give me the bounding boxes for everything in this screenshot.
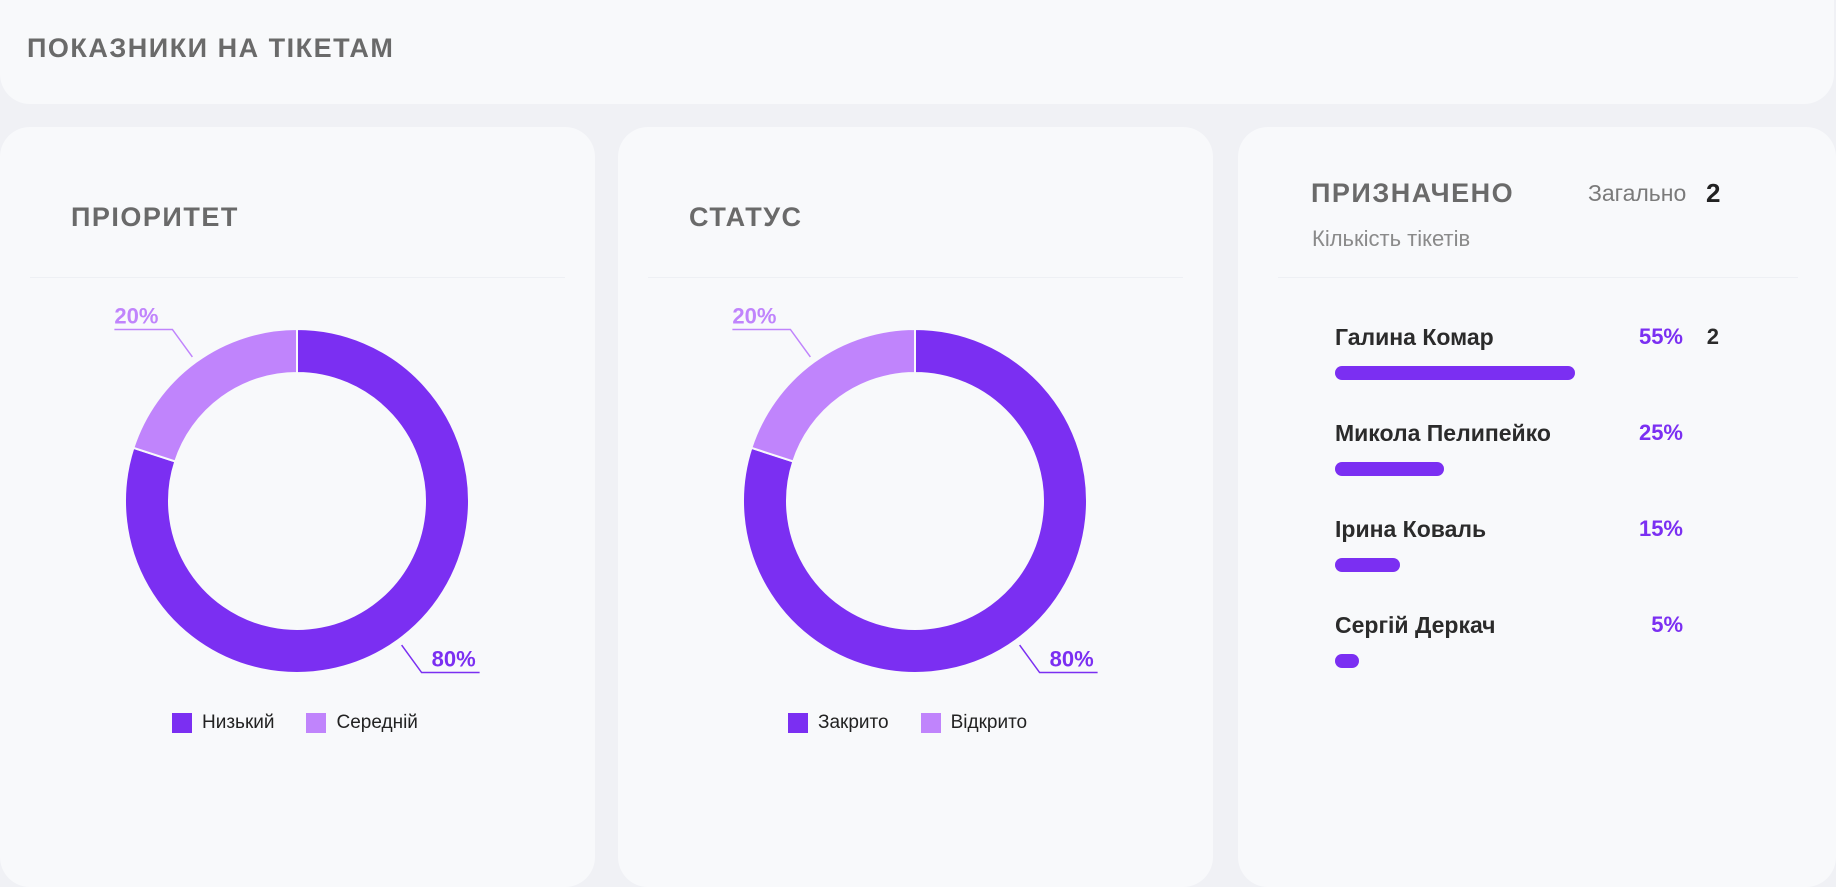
donut-slice-1 <box>132 327 298 463</box>
assignee-percent: 5% <box>1651 612 1683 637</box>
assignee-percent: 55% <box>1638 324 1683 349</box>
donut-leader-line-1 <box>114 328 193 358</box>
priority-divider <box>30 277 565 278</box>
legend-swatch-open <box>920 713 941 733</box>
priority-legend: Низький Середній <box>172 712 440 734</box>
page-title: ПОКАЗНИКИ НА ТІКЕТАМ <box>27 33 395 63</box>
assignee-row: Галина Комар 55% 2 <box>1335 324 1755 394</box>
assignee-bar <box>1335 558 1401 572</box>
donut-leader-line-0 <box>401 644 480 674</box>
donut-leader-line-1 <box>732 328 811 358</box>
donut-data-label-0: 80% <box>432 647 476 672</box>
assigned-card: ПРИЗНАЧЕНО Загально 2 Кількість тікетів … <box>1238 127 1836 887</box>
assignee-bar <box>1335 654 1359 668</box>
assignee-name: Галина Комар <box>1335 324 1494 350</box>
legend-label-low: Низький <box>202 712 275 733</box>
legend-label-medium: Середній <box>336 712 418 733</box>
assignee-name: Ірина Коваль <box>1335 516 1487 542</box>
total-value: 2 <box>1706 178 1721 208</box>
status-divider <box>648 277 1183 278</box>
assigned-subtitle: Кількість тікетів <box>1312 226 1471 251</box>
assignee-bar <box>1335 462 1445 476</box>
status-card: СТАТУС 80% 20% Закрито Відкрито <box>618 127 1213 887</box>
donut-data-label-1: 20% <box>732 303 776 328</box>
legend-swatch-low <box>172 713 192 733</box>
donut-data-label-1: 20% <box>114 303 158 328</box>
donut-slice-1 <box>750 327 916 463</box>
donut-slice-0 <box>742 327 1088 674</box>
priority-donut-chart: 80% 20% <box>114 303 480 674</box>
assignee-row: Микола Пелипейко 25% <box>1335 420 1755 490</box>
status-title: СТАТУС <box>689 202 803 232</box>
assignee-bar <box>1335 366 1575 380</box>
donut-data-label-0: 80% <box>1050 647 1094 672</box>
assignee-row: Сергій Деркач 5% <box>1335 612 1755 682</box>
status-legend: Закрито Відкрито <box>788 712 1049 734</box>
legend-label-closed: Закрито <box>818 712 889 733</box>
legend-label-open: Відкрито <box>950 712 1028 733</box>
donut-leader-line-0 <box>1019 644 1098 674</box>
assignee-name: Сергій Деркач <box>1335 612 1496 638</box>
donut-slice-0 <box>124 327 470 674</box>
priority-title: ПРІОРИТЕТ <box>71 202 239 232</box>
legend-swatch-closed <box>788 713 808 733</box>
assigned-title: ПРИЗНАЧЕНО <box>1311 178 1515 208</box>
assigned-divider <box>1278 277 1798 278</box>
header-card: ПОКАЗНИКИ НА ТІКЕТАМ <box>0 0 1834 104</box>
priority-card: ПРІОРИТЕТ 80% 20% Низький Середній <box>0 127 595 887</box>
assignee-count: 2 <box>1706 324 1719 349</box>
status-donut-chart: 80% 20% <box>732 303 1098 674</box>
legend-swatch-medium <box>306 713 327 733</box>
assignee-percent: 15% <box>1638 516 1683 541</box>
assignee-percent: 25% <box>1638 420 1683 445</box>
assignee-name: Микола Пелипейко <box>1335 420 1551 446</box>
total-label: Загально <box>1588 180 1687 206</box>
assignee-row: Ірина Коваль 15% <box>1335 516 1755 586</box>
